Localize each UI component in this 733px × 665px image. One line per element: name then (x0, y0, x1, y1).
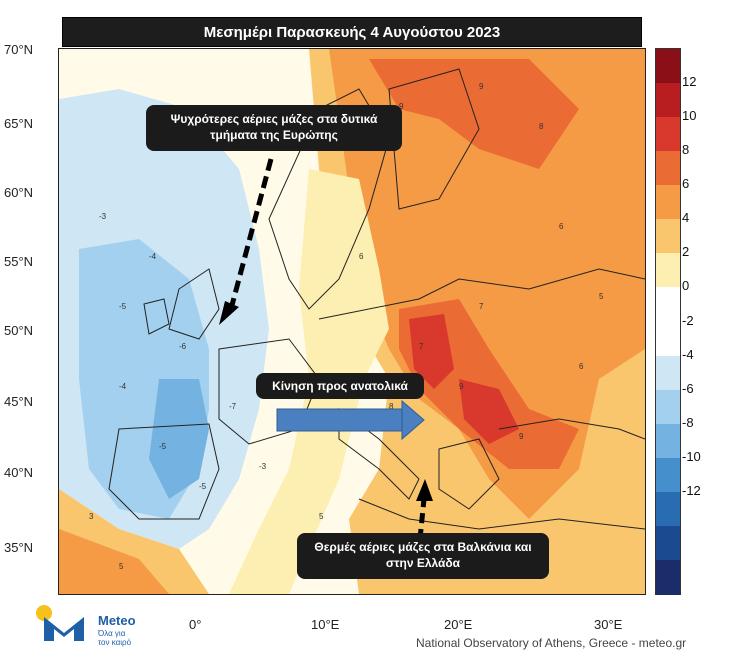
callout-warm-balkans: Θερμές αέριες μάζες στα Βαλκάνια και στη… (297, 533, 549, 579)
lat-label-60n: 60°N (4, 185, 34, 200)
lon-label-10e: 10°E (311, 617, 340, 632)
map-title: Μεσημέρι Παρασκευής 4 Αυγούστου 2023 (62, 17, 642, 47)
colorbar-tick-label: -4 (682, 346, 694, 362)
lat-label-50n: 50°N (4, 323, 34, 338)
colorbar-segment (656, 491, 680, 527)
colorbar (655, 48, 681, 595)
svg-text:5: 5 (599, 292, 604, 301)
lon-label-20e: 20°E (444, 617, 473, 632)
colorbar-tick-label: 0 (682, 278, 690, 294)
colorbar-segment (656, 117, 680, 152)
svg-text:-6: -6 (179, 342, 187, 351)
colorbar-segment (656, 525, 680, 561)
credit-text: National Observatory of Athens, Greece -… (416, 636, 687, 650)
svg-text:-7: -7 (229, 402, 237, 411)
svg-text:5: 5 (319, 512, 324, 521)
svg-text:-5: -5 (119, 302, 127, 311)
svg-text:8: 8 (539, 122, 544, 131)
meteo-logo-icon (36, 605, 84, 641)
colorbar-tick-label: 6 (682, 176, 690, 192)
colorbar-segment (656, 83, 680, 118)
colorbar-tick-label: 4 (682, 210, 690, 226)
colorbar-segment (656, 219, 680, 254)
svg-text:9: 9 (399, 102, 404, 111)
lon-label-30e: 30°E (594, 617, 623, 632)
svg-text:-5: -5 (159, 442, 167, 451)
colorbar-tick-label: 12 (682, 74, 697, 90)
svg-text:-4: -4 (149, 252, 157, 261)
svg-text:9: 9 (459, 382, 464, 391)
colorbar-segment (656, 423, 680, 459)
lat-label-45n: 45°N (4, 394, 34, 409)
colorbar-tick-label: -6 (682, 380, 694, 396)
svg-text:7: 7 (479, 302, 484, 311)
lat-label-55n: 55°N (4, 254, 34, 269)
svg-text:6: 6 (559, 222, 564, 231)
svg-text:-5: -5 (199, 482, 207, 491)
svg-text:6: 6 (579, 362, 584, 371)
colorbar-segment (656, 151, 680, 186)
colorbar-tick-label: 2 (682, 244, 690, 260)
svg-text:6: 6 (359, 252, 364, 261)
colorbar-segment (656, 49, 680, 84)
svg-text:9: 9 (479, 82, 484, 91)
svg-text:-4: -4 (119, 382, 127, 391)
svg-text:-3: -3 (259, 462, 267, 471)
colorbar-tick-label: -12 (682, 482, 701, 498)
svg-text:3: 3 (89, 512, 94, 521)
colorbar-segment (656, 321, 680, 357)
svg-text:5: 5 (119, 562, 124, 571)
callout-cooler-west: Ψυχρότερες αέριες μάζες στα δυτικά τμήμα… (146, 105, 402, 151)
colorbar-tick-label: -10 (682, 448, 701, 464)
colorbar-segment (656, 185, 680, 220)
colorbar-segment (656, 457, 680, 493)
lat-label-35n: 35°N (4, 540, 34, 555)
colorbar-segment (656, 253, 680, 288)
lat-label-40n: 40°N (4, 465, 34, 480)
colorbar-tick-label: 8 (682, 142, 690, 158)
colorbar-tick-label: -8 (682, 414, 694, 430)
colorbar-segment (656, 355, 680, 391)
lat-label-65n: 65°N (4, 116, 34, 131)
lon-label-0: 0° (189, 617, 202, 632)
logo-tagline: Όλα για τον καιρό (98, 629, 132, 647)
colorbar-tick-label: 10 (682, 108, 697, 124)
colorbar-segment (656, 287, 680, 322)
colorbar-tick-label: -2 (682, 312, 694, 328)
svg-text:8: 8 (389, 402, 394, 411)
logo-name: Meteo (98, 613, 136, 628)
svg-text:9: 9 (519, 432, 524, 441)
colorbar-segment (656, 559, 680, 595)
svg-text:7: 7 (419, 342, 424, 351)
lat-label-70n: 70°N (4, 42, 34, 57)
colorbar-segment (656, 389, 680, 425)
svg-text:-3: -3 (99, 212, 107, 221)
callout-eastward-move: Κίνηση προς ανατολικά (256, 373, 424, 399)
